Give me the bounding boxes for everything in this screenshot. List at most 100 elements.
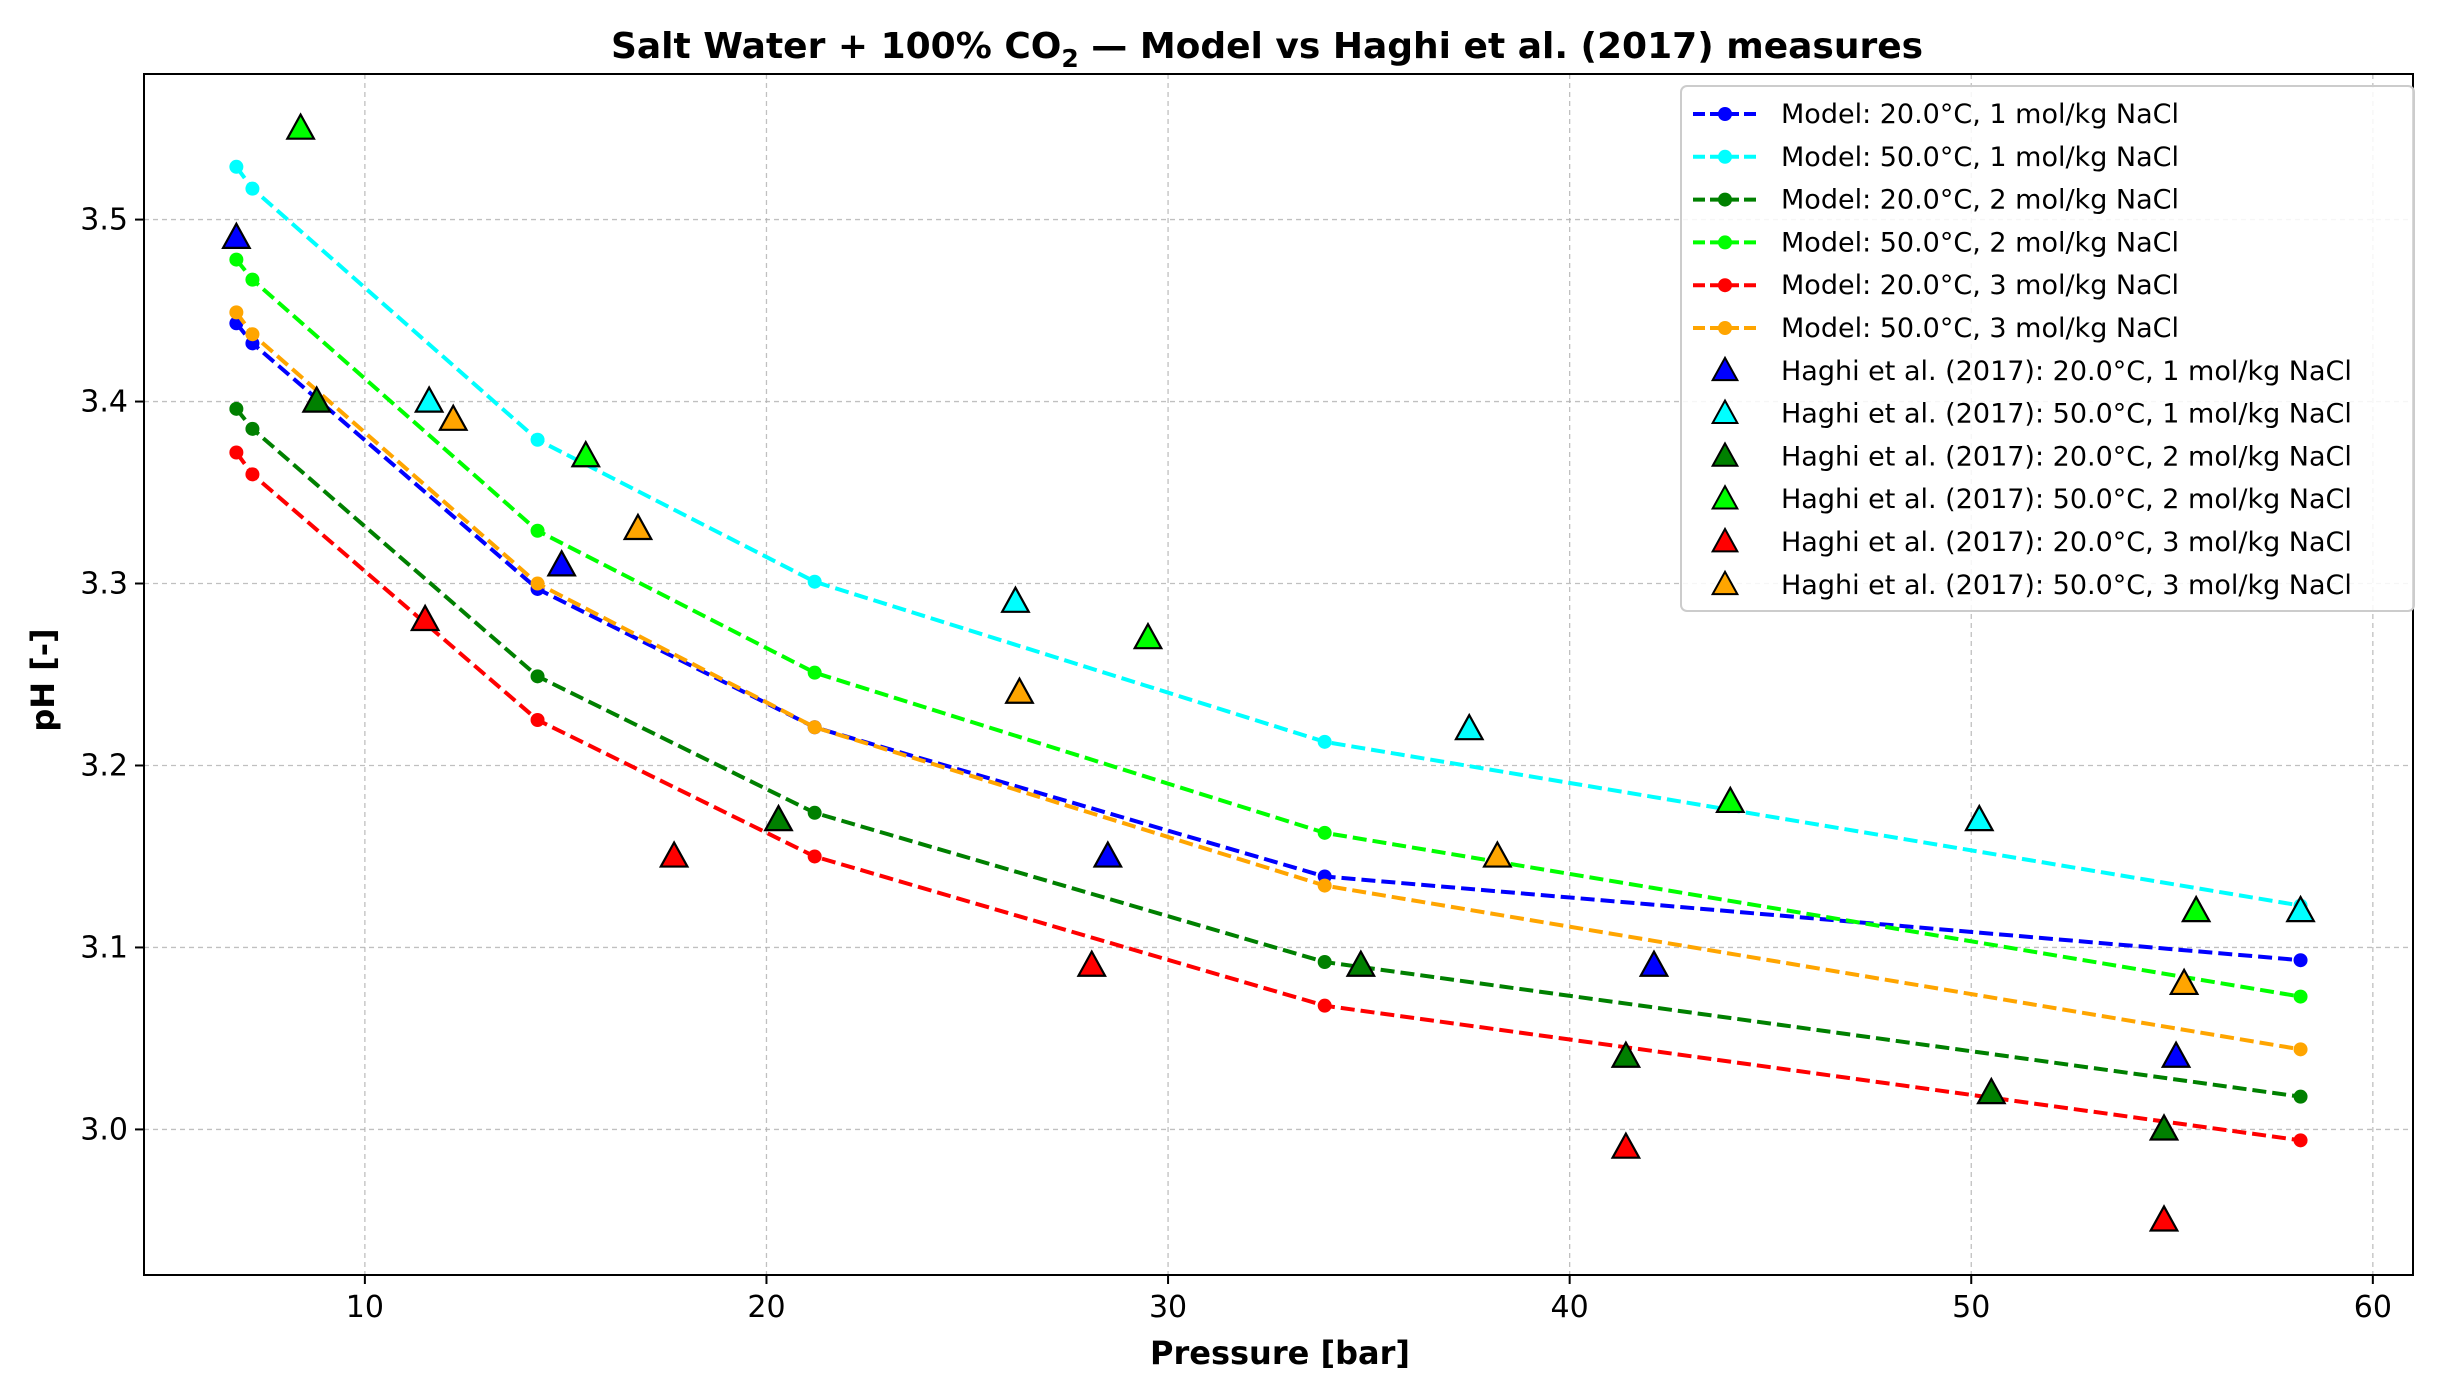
legend-triangle-swatch — [1710, 526, 1740, 553]
measure-point — [763, 803, 794, 832]
legend-label: Haghi et al. (2017): 20.0°C, 3 mol/kg Na… — [1781, 527, 2352, 558]
model-point — [530, 432, 545, 447]
y-tick-label: 3.3 — [80, 567, 128, 602]
model-point — [2293, 1089, 2308, 1104]
legend-point-swatch — [1718, 321, 1732, 335]
chart-title-subscript: 2 — [1061, 44, 1078, 73]
legend-label: Haghi et al. (2017): 50.0°C, 1 mol/kg Na… — [1781, 399, 2352, 430]
model-point — [245, 327, 260, 342]
model-point — [530, 669, 545, 684]
legend-triangle-swatch — [1710, 484, 1740, 510]
legend-items: Model: 20.0°C, 1 mol/kg NaCl Model: 50.0°… — [1693, 99, 2352, 601]
model-series-4 — [229, 445, 2308, 1148]
model-point — [2293, 1042, 2308, 1057]
legend-item-9: Haghi et al. (2017): 50.0°C, 2 mol/kg Na… — [1710, 484, 2352, 515]
model-point — [229, 401, 244, 416]
measure-point — [2180, 894, 2212, 923]
legend-item-8: Haghi et al. (2017): 20.0°C, 2 mol/kg Na… — [1710, 441, 2352, 472]
measure-point — [1610, 1040, 1642, 1068]
measure-point — [1132, 621, 1164, 650]
legend-label: Model: 50.0°C, 1 mol/kg NaCl — [1781, 142, 2179, 173]
measure-point — [658, 840, 690, 868]
model-series-3 — [229, 252, 2308, 1004]
legend-label: Haghi et al. (2017): 20.0°C, 2 mol/kg Na… — [1781, 441, 2352, 472]
legend-item-2: Model: 20.0°C, 2 mol/kg NaCl — [1693, 185, 2179, 216]
legend-frame — [1680, 85, 2415, 612]
model-point — [245, 467, 260, 482]
measure-point — [413, 385, 445, 413]
measure-point — [2148, 1113, 2180, 1141]
x-axis-title: Pressure [bar] — [1150, 1334, 1410, 1372]
measure-point — [622, 512, 654, 541]
model-point — [229, 445, 244, 460]
y-tick-label: 3.5 — [80, 203, 128, 238]
model-point — [1317, 998, 1332, 1013]
chart-title-part-2: — Model vs Haghi et al. (2017) measures — [1079, 26, 1923, 67]
measure-series-7 — [413, 385, 2316, 923]
measure-point — [1610, 1131, 1642, 1159]
measure-point — [285, 112, 316, 140]
model-point — [1317, 955, 1332, 970]
legend-label: Haghi et al. (2017): 20.0°C, 1 mol/kg Na… — [1781, 356, 2352, 387]
legend-label: Model: 50.0°C, 2 mol/kg NaCl — [1781, 227, 2179, 258]
model-series-5 — [229, 305, 2308, 1057]
legend-point-swatch — [1718, 192, 1732, 207]
measure-point — [1345, 949, 1376, 977]
x-tick-label: 20 — [747, 1290, 785, 1325]
measure-point — [1004, 676, 1035, 704]
legend-item-11: Haghi et al. (2017): 50.0°C, 3 mol/kg Na… — [1710, 569, 2352, 601]
measure-series-8 — [301, 385, 2180, 1141]
model-point — [807, 720, 822, 735]
legend-item-4: Model: 20.0°C, 3 mol/kg NaCl — [1693, 270, 2179, 301]
model-point — [530, 523, 545, 538]
x-tick-label: 30 — [1149, 1290, 1187, 1325]
measure-point — [2160, 1040, 2192, 1068]
y-tick-label: 3.1 — [80, 930, 128, 965]
measure-point — [1482, 840, 1513, 868]
model-point — [245, 181, 260, 196]
measure-point — [570, 439, 601, 468]
legend-label: Haghi et al. (2017): 50.0°C, 3 mol/kg Na… — [1781, 570, 2352, 601]
model-point — [1317, 825, 1332, 840]
model-point — [807, 665, 822, 680]
legend-point-swatch — [1718, 235, 1732, 250]
measure-series-11 — [438, 403, 2200, 996]
measure-point — [1976, 1076, 2007, 1105]
legend-item-3: Model: 50.0°C, 2 mol/kg NaCl — [1693, 227, 2179, 258]
legend-point-swatch — [1718, 149, 1732, 164]
x-tick-label: 10 — [346, 1290, 384, 1325]
measure-point — [221, 221, 252, 249]
legend-item-7: Haghi et al. (2017): 50.0°C, 1 mol/kg Na… — [1710, 398, 2352, 430]
measure-series-6 — [221, 221, 2192, 1068]
measure-point — [2168, 967, 2200, 996]
measure-point — [1638, 949, 1670, 977]
y-tick-label: 3.2 — [80, 748, 128, 783]
chart-title: Salt Water + 100% CO2 — Model vs Haghi e… — [611, 26, 1923, 73]
legend-label: Haghi et al. (2017): 50.0°C, 2 mol/kg Na… — [1781, 484, 2352, 515]
measure-point — [546, 549, 577, 577]
legend-label: Model: 50.0°C, 3 mol/kg NaCl — [1781, 313, 2179, 344]
model-point — [807, 574, 822, 589]
y-tick-label: 3.4 — [80, 385, 128, 420]
plot-frame — [143, 73, 2414, 1276]
model-point — [245, 272, 260, 287]
measure-point — [1715, 785, 1746, 814]
y-tick-label: 3.0 — [80, 1112, 128, 1147]
model-point — [1317, 878, 1332, 893]
model-point — [807, 805, 822, 820]
axes-ticks: 10 20 30 40 50 60 3.0 3.1 3.2 3.3 3.4 3.5 — [80, 203, 2392, 1325]
x-tick-label: 60 — [2354, 1290, 2392, 1325]
model-point — [2293, 1133, 2308, 1148]
legend-label: Model: 20.0°C, 2 mol/kg NaCl — [1781, 185, 2179, 216]
x-tick-label: 40 — [1551, 1290, 1589, 1325]
model-point — [2293, 989, 2308, 1004]
measure-point — [1964, 803, 1995, 832]
measure-series-10 — [409, 603, 2180, 1232]
model-series-2 — [229, 401, 2308, 1104]
legend-item-0: Model: 20.0°C, 1 mol/kg NaCl — [1693, 99, 2179, 130]
measure-point — [1454, 712, 1485, 741]
plot-area — [221, 112, 2316, 1232]
measure-point — [301, 385, 332, 413]
legend-triangle-swatch — [1710, 569, 1740, 596]
